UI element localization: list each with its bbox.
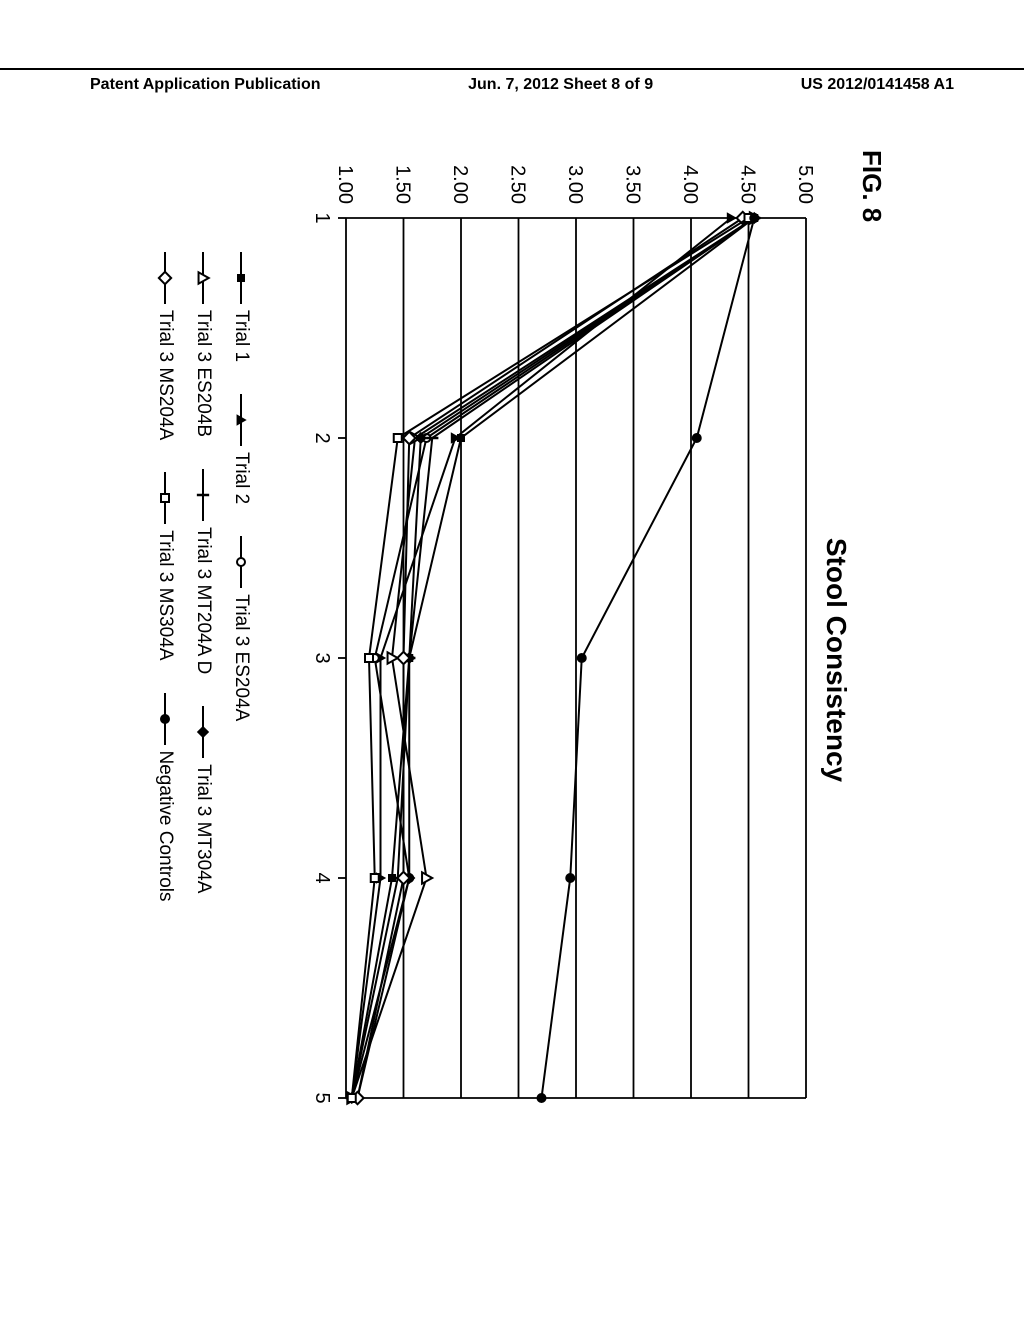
legend-marker-icon: [230, 250, 252, 306]
chart-title: Stool Consistency: [820, 120, 852, 1200]
header-center: Jun. 7, 2012 Sheet 8 of 9: [468, 76, 653, 94]
legend-marker-icon: [154, 250, 176, 306]
legend-marker-icon: [192, 250, 214, 306]
legend-item: Trial 1: [230, 250, 252, 362]
page-header: Patent Application Publication Jun. 7, 2…: [0, 68, 1024, 98]
legend-marker-icon: [230, 534, 252, 590]
chart-svg: 5.004.504.003.503.002.502.001.501.001234…: [306, 218, 806, 1098]
legend-marker-icon: [192, 704, 214, 760]
plot-area: 5.004.504.003.503.002.502.001.501.001234…: [306, 218, 806, 1098]
legend-marker-icon: [230, 392, 252, 448]
legend-label: Trial 3 MS204A: [154, 310, 176, 440]
legend-row: Trial 3 MS204A Trial 3 MS304A Negative Con…: [154, 250, 176, 1180]
y-tick-label: 1.00: [334, 165, 356, 204]
series-line: [542, 218, 755, 1098]
x-tick-label: 1: [311, 212, 333, 223]
legend-label: Trial 3 MT304A: [192, 764, 214, 893]
legend-item: Trial 2: [230, 392, 252, 504]
legend-marker-icon: [154, 470, 176, 526]
figure-8: FIG. 8 Stool Consistency 5.00 4.50 4.00 3.5…: [132, 120, 892, 1200]
legend-label: Trial 3 MT204A D: [192, 527, 214, 674]
x-tick-label: 4: [311, 872, 333, 883]
x-tick-label: 3: [311, 652, 333, 663]
legend-label: Negative Controls: [154, 751, 176, 902]
legend-row: Trial 3 ES204B Trial 3 MT204A D Trial 3 MT…: [192, 250, 214, 1180]
y-tick-label: 4.50: [737, 165, 759, 204]
legend-label: Trial 2: [230, 452, 252, 504]
legend-marker-icon: [192, 467, 214, 523]
legend-item: Trial 3 ES204A: [230, 534, 252, 721]
legend-label: Trial 3 ES204A: [230, 594, 252, 721]
legend-label: Trial 3 ES204B: [192, 310, 214, 437]
legend-item: Trial 3 MT304A: [192, 704, 214, 893]
y-tick-label: 2.00: [449, 165, 471, 204]
legend: Trial 1 Trial 2 Trial 3 ES204A Trial 3 ES20…: [138, 250, 252, 1180]
legend-item: Negative Controls: [154, 691, 176, 902]
y-tick-label: 1.50: [392, 165, 414, 204]
header-left: Patent Application Publication: [90, 76, 321, 94]
figure-label: FIG. 8: [856, 150, 887, 222]
legend-item: Trial 3 MS204A: [154, 250, 176, 440]
y-tick-label: 2.50: [507, 165, 529, 204]
legend-label: Trial 3 MS304A: [154, 530, 176, 660]
y-tick-label: 3.00: [564, 165, 586, 204]
y-tick-label: 4.00: [679, 165, 701, 204]
x-tick-label: 2: [311, 432, 333, 443]
y-tick-label: 5.00: [794, 165, 816, 204]
legend-item: Trial 3 MS304A: [154, 470, 176, 660]
x-tick-label: 5: [311, 1092, 333, 1103]
legend-item: Trial 3 MT204A D: [192, 467, 214, 674]
header-right: US 2012/0141458 A1: [801, 76, 954, 94]
legend-row: Trial 1 Trial 2 Trial 3 ES204A: [230, 250, 252, 1180]
legend-item: Trial 3 ES204B: [192, 250, 214, 437]
y-tick-label: 3.50: [622, 165, 644, 204]
legend-label: Trial 1: [230, 310, 252, 362]
legend-marker-icon: [154, 691, 176, 747]
